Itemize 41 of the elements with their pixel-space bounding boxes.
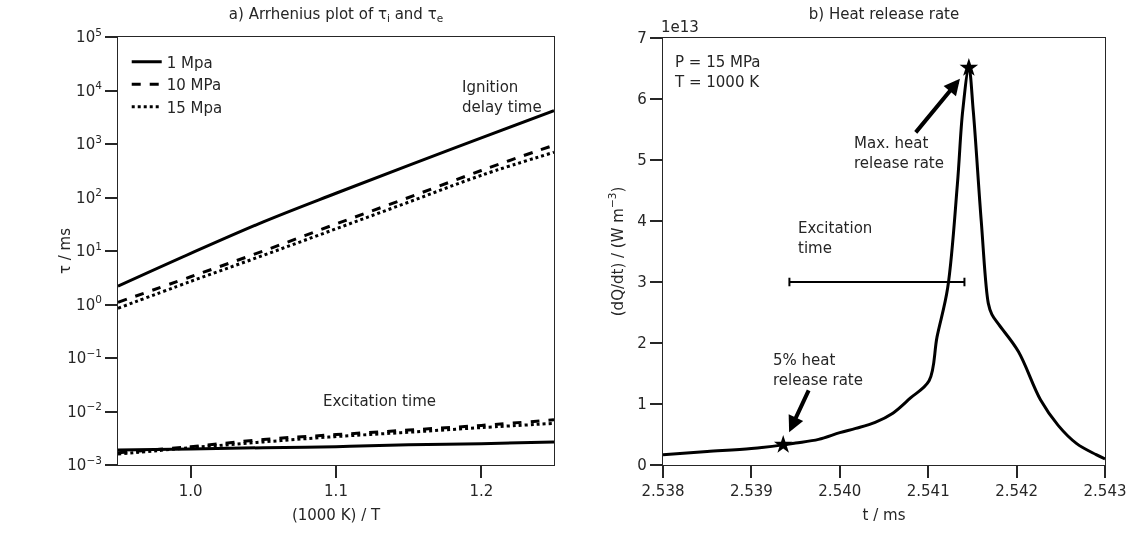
y-tick-label: 6: [637, 90, 647, 109]
x-axis-title: t / ms: [862, 506, 906, 525]
annotation: 5% heat release rate: [773, 351, 863, 389]
y-tick-label: 0: [637, 456, 647, 475]
annotation: Ignition delay time: [462, 78, 542, 116]
x-tick-label: 1.0: [178, 482, 203, 501]
x-tick-label: 2.542: [995, 482, 1039, 501]
annotation: Excitation time: [798, 219, 873, 257]
y-tick-label: 3: [637, 273, 647, 292]
x-axis-title: (1000 K) / T: [291, 506, 381, 525]
y-axis-title: τ / ms: [56, 227, 75, 275]
x-tick-label: 2.543: [1083, 482, 1127, 501]
chart-title: a) Arrhenius plot of τ$_{i}$ and τ$_{e}$: [228, 4, 444, 24]
y-tick-label: 10$^{0}$: [76, 293, 102, 314]
y-tick-label: 4: [637, 212, 647, 231]
y-tick-label: 10$^{2}$: [76, 186, 102, 207]
x-tick-label: 2.540: [818, 482, 862, 501]
legend-label: 1 Mpa: [166, 53, 213, 72]
y-tick-label: 10$^{−3}$: [67, 453, 102, 475]
x-tick-label: 2.538: [641, 482, 685, 501]
y-tick-label: 10$^{−1}$: [67, 346, 102, 368]
x-tick-label: 1.2: [469, 482, 494, 501]
y-tick-label: 10$^{4}$: [76, 79, 103, 100]
annotation: Max. heat release rate: [854, 134, 944, 172]
y-tick-label: 7: [637, 29, 647, 48]
y-tick-label: 10$^{−2}$: [67, 400, 102, 421]
legend-label: 10 MPa: [166, 76, 222, 95]
y-tick-label: 10$^{5}$: [76, 25, 102, 47]
x-tick-label: 2.541: [906, 482, 950, 501]
y-tick-label: 10$^{3}$: [76, 132, 102, 154]
annotation: P = 15 MPa T = 1000 K: [674, 53, 761, 91]
y-tick-label: 2: [637, 334, 647, 353]
x-tick-label: 2.539: [729, 482, 773, 501]
legend-label: 15 Mpa: [166, 98, 223, 117]
y-tick-label: 5: [637, 151, 647, 170]
chart-title: b) Heat release rate: [808, 4, 960, 23]
text: 1e13: [661, 18, 699, 36]
annotation: Excitation time: [323, 392, 436, 410]
y-tick-label: 1: [637, 395, 647, 414]
y-tick-label: 10$^{1}$: [76, 239, 102, 261]
x-tick-label: 1.1: [324, 482, 348, 501]
